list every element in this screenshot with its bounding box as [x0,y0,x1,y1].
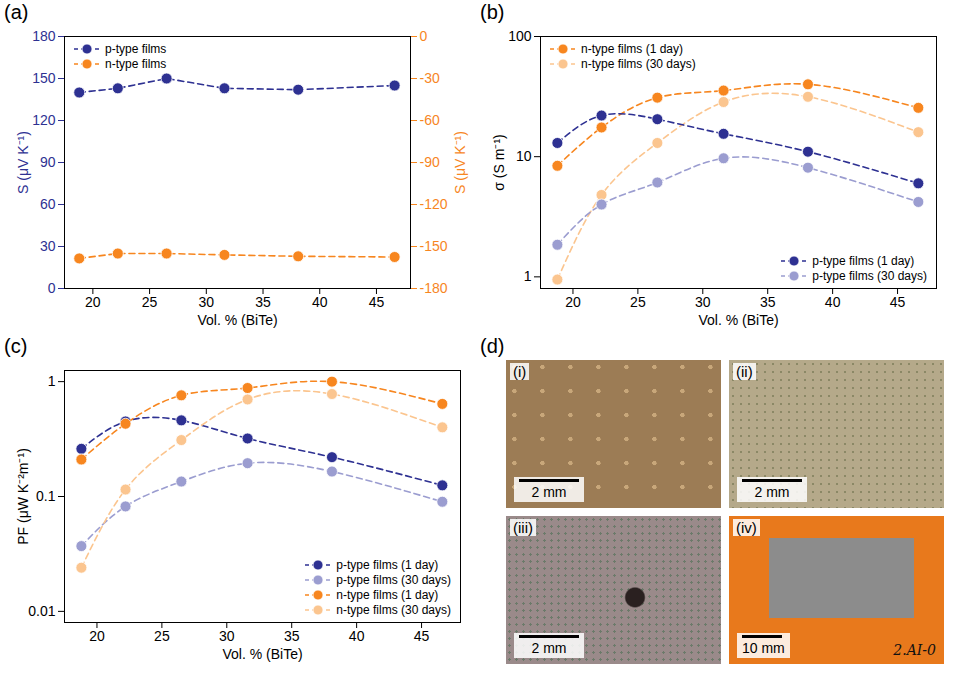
html-text:(d): (d) [480,335,505,357]
html-text:n-type films (1 day): n-type films (1 day) [581,41,683,56]
svg-text:30: 30 [40,238,56,254]
svg-text:30: 30 [199,294,215,310]
svg-text:0.01: 0.01 [28,603,55,619]
svg-text:-60: -60 [420,112,440,128]
svg-text:S (μV K⁻¹): S (μV K⁻¹) [15,131,31,194]
html-text:n-type films (30 days): n-type films (30 days) [336,602,451,617]
svg-text:Vol. % (BiTe): Vol. % (BiTe) [698,312,778,328]
html-text:n-type films: n-type films [105,56,167,71]
svg-text:20: 20 [89,628,105,644]
svg-text:40: 40 [825,294,841,310]
svg-text:-90: -90 [420,154,440,170]
svg-text:25: 25 [630,294,646,310]
svg-text:45: 45 [369,294,385,310]
html-text:(ii): (ii) [736,363,753,380]
svg-text:20: 20 [85,294,101,310]
svg-text:1: 1 [524,268,532,284]
svg-text:35: 35 [760,294,776,310]
svg-text:-180: -180 [420,280,448,296]
svg-text:-150: -150 [420,238,448,254]
html-text:2.AI-0: 2.AI-0 [893,642,936,658]
svg-text:10: 10 [516,148,532,164]
svg-text:PF (μW K⁻²m⁻¹): PF (μW K⁻²m⁻¹) [15,448,31,545]
svg-text:40: 40 [349,628,365,644]
svg-text:1: 1 [48,373,56,389]
svg-text:0: 0 [420,28,428,44]
html-text:p-type films (1 day): p-type films (1 day) [336,557,439,572]
svg-text:S (μV K⁻¹): S (μV K⁻¹) [452,131,468,194]
svg-text:35: 35 [255,294,271,310]
svg-text:σ (S m⁻¹): σ (S m⁻¹) [491,134,507,190]
svg-text:Vol. % (BiTe): Vol. % (BiTe) [222,646,302,662]
svg-text:25: 25 [142,294,158,310]
svg-text:35: 35 [284,628,300,644]
svg-text:-30: -30 [420,70,440,86]
html-text:2 mm: 2 mm [531,484,567,500]
svg-text:90: 90 [40,154,56,170]
html-text:n-type films (30 days): n-type films (30 days) [581,56,696,71]
svg-text:Vol. % (BiTe): Vol. % (BiTe) [197,312,277,328]
html-text:p-type films (1 day): p-type films (1 day) [812,253,915,268]
html-text:(iv): (iv) [736,519,757,536]
html-text:10 mm: 10 mm [742,640,785,656]
svg-text:180: 180 [32,28,56,44]
svg-text:30: 30 [695,294,711,310]
html-text:(i): (i) [513,363,527,380]
svg-text:25: 25 [154,628,170,644]
svg-text:120: 120 [32,112,56,128]
html-text:2 mm: 2 mm [531,640,567,656]
svg-text:100: 100 [508,28,532,44]
html-text:p-type films (30 days): p-type films (30 days) [336,572,451,587]
svg-text:30: 30 [219,628,235,644]
svg-text:40: 40 [312,294,328,310]
svg-text:45: 45 [414,628,430,644]
html-text:(c): (c) [4,335,28,357]
html-text:(iii): (iii) [513,519,533,536]
svg-text:150: 150 [32,70,56,86]
html-text:p-type films (30 days): p-type films (30 days) [812,268,927,283]
html-text:(a): (a) [4,1,29,23]
html-text:2 mm: 2 mm [754,484,790,500]
svg-text:0.1: 0.1 [36,488,56,504]
svg-text:0: 0 [48,280,56,296]
html-text:n-type films (1 day): n-type films (1 day) [336,587,439,602]
svg-text:-120: -120 [420,196,448,212]
html-text:(b): (b) [480,1,505,23]
svg-text:20: 20 [565,294,581,310]
html-text:p-type films: p-type films [105,41,167,56]
svg-text:60: 60 [40,196,56,212]
svg-text:45: 45 [890,294,906,310]
